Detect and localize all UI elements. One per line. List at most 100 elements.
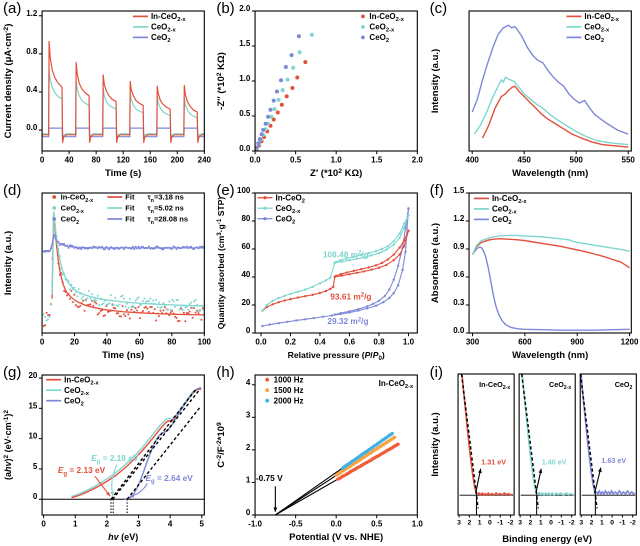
- svg-text:3: 3: [136, 520, 141, 529]
- svg-text:Binding energy (eV): Binding energy (eV): [502, 534, 592, 545]
- svg-text:Potential (V vs. NHE): Potential (V vs. NHE): [289, 532, 383, 543]
- svg-text:400: 400: [465, 156, 479, 165]
- panel-h: (h) -1.0 -0.5 0.0 0.5 1.0 0 1 2 3 4 1000 Hz 1500 Hz…: [213, 364, 426, 546]
- svg-text:hv (eV): hv (eV): [108, 532, 138, 542]
- svg-text:120: 120: [117, 156, 131, 165]
- svg-text:1: 1: [246, 475, 251, 484]
- svg-text:40: 40: [65, 156, 74, 165]
- panel-i-tag: (i): [429, 364, 443, 381]
- svg-text:CeO2-x: CeO2-x: [64, 386, 90, 397]
- svg-text:C-2/F-2*109: C-2/F-2*109: [216, 422, 227, 468]
- svg-text:Eg = 2.18 eV: Eg = 2.18 eV: [91, 453, 139, 465]
- svg-text:0.8: 0.8: [26, 47, 38, 56]
- svg-text:2000 Hz: 2000 Hz: [274, 396, 304, 405]
- svg-text:2: 2: [589, 520, 593, 527]
- svg-text:Intensity (a.u.): Intensity (a.u.): [430, 49, 441, 113]
- svg-text:0.0: 0.0: [331, 520, 343, 529]
- svg-text:-2: -2: [568, 520, 574, 527]
- svg-text:1: 1: [539, 520, 543, 527]
- svg-text:0: 0: [40, 338, 45, 347]
- svg-text:1.5: 1.5: [240, 39, 252, 48]
- svg-text:Eg = 2.64 eV: Eg = 2.64 eV: [145, 473, 193, 485]
- svg-text:1000 Hz: 1000 Hz: [274, 375, 304, 384]
- svg-text:Absorbance (a.u.): Absorbance (a.u.): [430, 223, 441, 303]
- svg-text:1.0: 1.0: [331, 156, 343, 165]
- svg-text:Current density (μA·cm-2): Current density (μA·cm-2): [3, 24, 14, 139]
- svg-text:2.0: 2.0: [240, 4, 252, 13]
- svg-text:Eg = 2.13 eV: Eg = 2.13 eV: [58, 465, 106, 477]
- svg-text:10: 10: [28, 432, 37, 441]
- panel-i: (i) 3 2 1 0 -1 -2 In-CeO2-x 1.31 eV 3 2 1 0 -1 -2 CeO2…: [427, 364, 640, 546]
- panel-f-chart: 300 600 900 1200 0.0 0.3 0.6 0.9 1.2 1.5 In-CeO2-x…: [430, 186, 639, 361]
- panel-c: (c) 400 450 500 550 In-CeO2-x CeO2-x CeO2 Wavel…: [427, 0, 640, 182]
- svg-text:Time (s): Time (s): [105, 168, 141, 179]
- svg-text:160: 160: [144, 156, 158, 165]
- svg-text:0.6: 0.6: [453, 270, 465, 279]
- panel-i-chart: 3 2 1 0 -1 -2In-CeO2-x1.31 eV3 2 1 0 -1 -2CeO2-x1.…: [430, 373, 637, 545]
- svg-text:CeO2: CeO2: [276, 214, 296, 225]
- svg-text:In-CeO2-x: In-CeO2-x: [151, 12, 186, 23]
- svg-text:0.9: 0.9: [453, 242, 465, 251]
- svg-text:CeO2-x: CeO2-x: [584, 23, 610, 34]
- svg-text:Fit: Fit: [125, 204, 135, 213]
- svg-text:20: 20: [242, 298, 251, 307]
- svg-text:3: 3: [457, 520, 461, 527]
- svg-text:2.0: 2.0: [412, 156, 424, 165]
- svg-text:300: 300: [466, 338, 480, 347]
- svg-text:0.0: 0.0: [26, 123, 38, 132]
- svg-text:In-CeO2-x: In-CeO2-x: [379, 379, 414, 390]
- svg-text:0: 0: [33, 492, 38, 501]
- svg-text:In-CeO2-x: In-CeO2-x: [61, 193, 93, 204]
- svg-text:In-CeO2-x: In-CeO2-x: [64, 375, 99, 386]
- panel-a: (a) 0 40 80 120 160 200 240 0.0 0.4 0.8 1.2 In-CeO2…: [0, 0, 213, 182]
- svg-text:1.0: 1.0: [412, 520, 424, 529]
- svg-text:450: 450: [517, 156, 531, 165]
- svg-text:-1: -1: [558, 520, 564, 527]
- svg-text:60: 60: [135, 338, 144, 347]
- svg-text:In-CeO2-x: In-CeO2-x: [479, 380, 510, 391]
- svg-text:0.3: 0.3: [453, 298, 465, 307]
- svg-text:-1: -1: [619, 520, 625, 527]
- svg-text:200: 200: [171, 156, 185, 165]
- panel-e-tag: (e): [216, 182, 235, 199]
- svg-text:550: 550: [621, 156, 635, 165]
- svg-text:0: 0: [40, 156, 45, 165]
- panel-b-chart: 0.0 0.5 1.0 1.5 2.00.00.51.01.52.0In-CeO2-xC…: [216, 4, 424, 179]
- svg-text:1.40 eV: 1.40 eV: [541, 457, 566, 466]
- svg-text:CeO2: CeO2: [492, 215, 512, 226]
- svg-text:-2: -2: [507, 520, 513, 527]
- svg-text:2: 2: [467, 520, 471, 527]
- svg-text:Quantity adsorbed (cm3·g-1 STP: Quantity adsorbed (cm3·g-1 STP): [216, 197, 226, 330]
- svg-text:-0.5: -0.5: [289, 520, 303, 529]
- panel-b-tag: (b): [216, 0, 235, 17]
- svg-text:0.2: 0.2: [285, 338, 297, 347]
- svg-text:40: 40: [103, 338, 112, 347]
- svg-text:Wavelength (nm): Wavelength (nm): [512, 350, 588, 361]
- svg-text:1.31 eV: 1.31 eV: [481, 457, 506, 466]
- panel-h-chart: -1.0 -0.5 0.0 0.5 1.0 0 1 2 3 4 1000 Hz 1500 Hz2000…: [216, 374, 424, 543]
- panel-g-tag: (g): [3, 364, 22, 381]
- panel-e-chart: 0.0 0.2 0.4 0.6 0.8 1.0020406080100In-CeO2CeO…: [216, 186, 419, 362]
- svg-text:3: 3: [518, 520, 522, 527]
- svg-text:2: 2: [105, 520, 110, 529]
- svg-text:20: 20: [70, 338, 79, 347]
- svg-text:100: 100: [237, 186, 251, 195]
- panel-b: (b) 0.0 0.5 1.0 1.5 2.0 0.0 0.5 1.0 1.5 2.0 In-CeO…: [213, 0, 426, 182]
- svg-text:CeO2: CeO2: [151, 33, 171, 44]
- svg-text:108.48 m2/g: 108.48 m2/g: [323, 249, 369, 259]
- svg-text:Intensity (a.u.): Intensity (a.u.): [3, 231, 14, 295]
- svg-text:5: 5: [33, 462, 38, 471]
- svg-text:1: 1: [477, 520, 481, 527]
- svg-text:93.61 m2/g: 93.61 m2/g: [331, 291, 372, 301]
- svg-text:Time (ns): Time (ns): [102, 350, 144, 361]
- svg-text:0: 0: [246, 508, 251, 517]
- svg-text:600: 600: [518, 338, 532, 347]
- panel-a-tag: (a): [3, 0, 22, 17]
- svg-text:1.5: 1.5: [372, 156, 384, 165]
- svg-text:2: 2: [528, 520, 532, 527]
- svg-text:0: 0: [610, 520, 614, 527]
- svg-text:Fit: Fit: [125, 193, 135, 202]
- svg-text:1.2: 1.2: [26, 9, 38, 18]
- svg-text:80: 80: [242, 214, 251, 223]
